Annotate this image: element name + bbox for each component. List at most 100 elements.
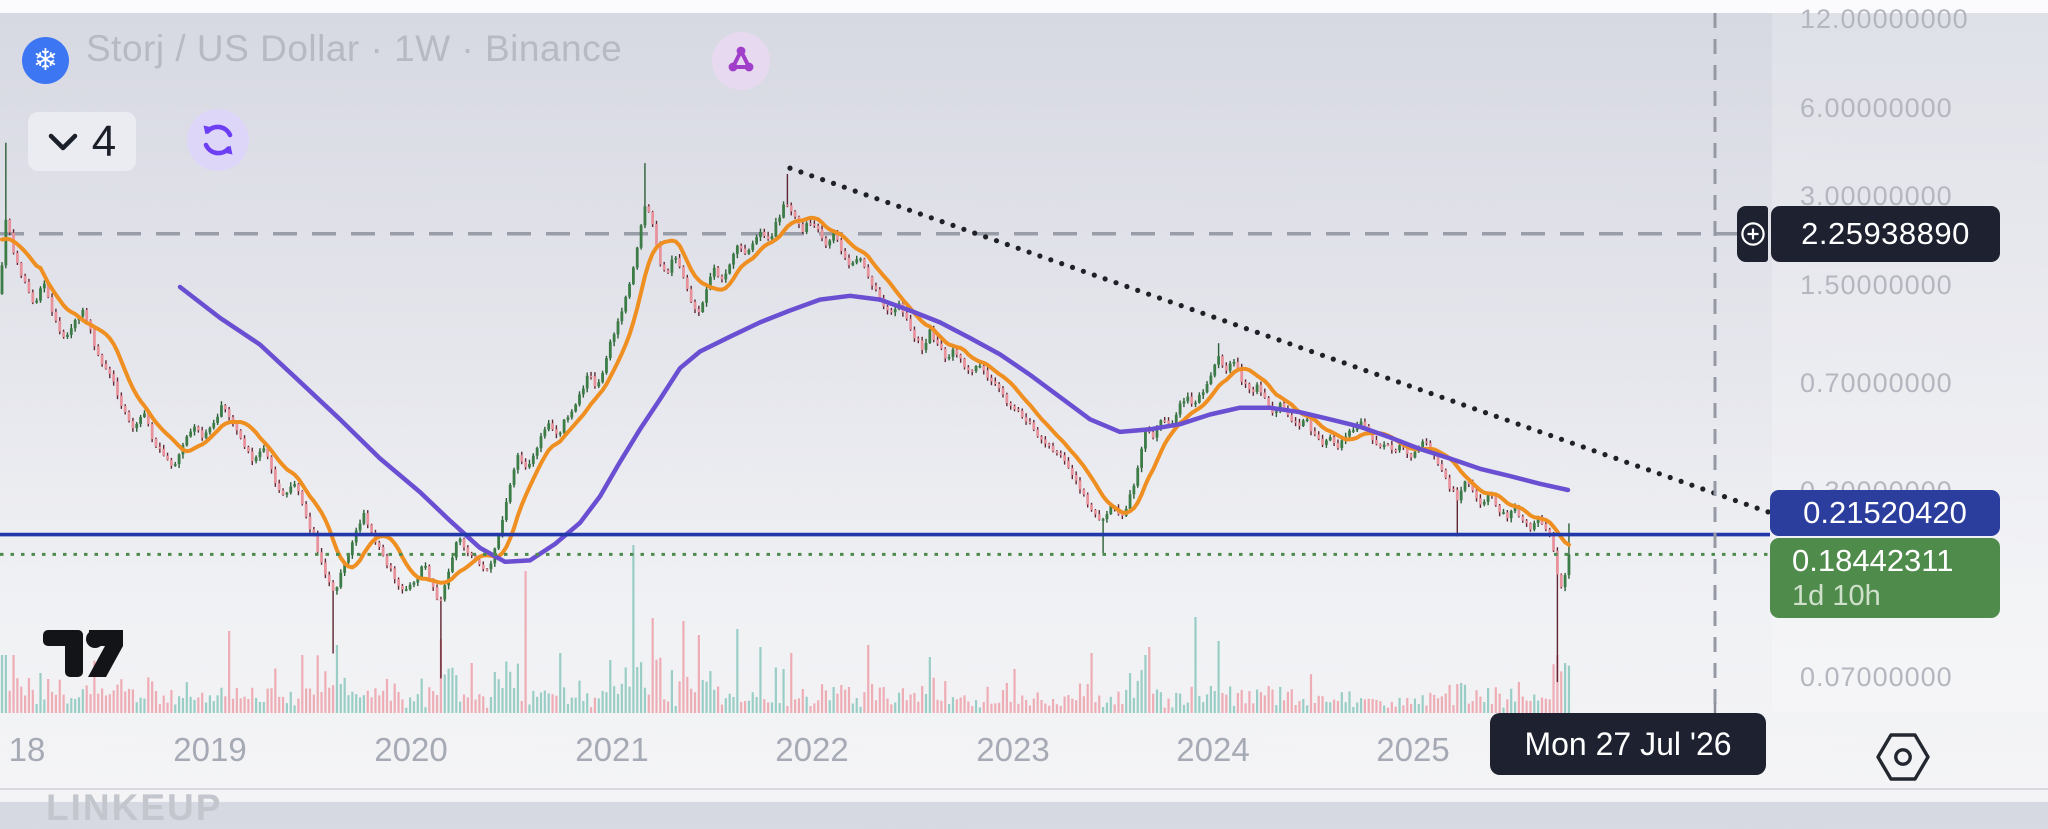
volume-bar bbox=[39, 673, 42, 713]
settings-button[interactable] bbox=[1872, 726, 1934, 788]
volume-bar bbox=[1402, 705, 1405, 713]
volume-bar bbox=[455, 675, 458, 713]
volume-bar bbox=[678, 681, 681, 713]
volume-bar bbox=[124, 691, 127, 713]
trendline[interactable] bbox=[787, 165, 1771, 515]
candle-body bbox=[401, 585, 404, 590]
candle-body bbox=[1051, 445, 1055, 452]
candle-body bbox=[805, 223, 809, 232]
price-axis-label: 0.07000000 bbox=[1800, 662, 1953, 692]
volume-bar bbox=[1348, 691, 1351, 713]
volume-bar bbox=[201, 692, 204, 713]
volume-bar bbox=[528, 704, 531, 713]
volume-bar bbox=[1259, 692, 1263, 713]
volume-bar bbox=[47, 679, 50, 713]
symbol-title[interactable]: Storj / US Dollar · 1W · Binance bbox=[86, 28, 623, 69]
volume-bar bbox=[1410, 703, 1413, 713]
volume-bar bbox=[27, 678, 31, 713]
share-button[interactable] bbox=[712, 32, 770, 90]
volume-bar bbox=[1544, 698, 1547, 713]
volume-bar bbox=[355, 694, 358, 713]
volume-bar bbox=[459, 701, 462, 713]
trendline-dot bbox=[1243, 326, 1249, 332]
drawings-dropdown[interactable]: 4 bbox=[28, 112, 136, 171]
volume-bar bbox=[1448, 684, 1451, 713]
trendline-dot bbox=[1537, 429, 1543, 435]
volume-bar bbox=[1159, 692, 1162, 713]
candle-body bbox=[1290, 414, 1294, 422]
volume-bar bbox=[412, 701, 416, 713]
candle-body bbox=[331, 582, 335, 591]
candle-body bbox=[978, 365, 982, 368]
candle-body bbox=[986, 370, 989, 378]
volume-bar bbox=[351, 691, 354, 713]
candle-body bbox=[1382, 444, 1386, 447]
candle-body bbox=[308, 516, 312, 530]
candle-body bbox=[801, 224, 805, 232]
candle-body bbox=[1448, 477, 1451, 489]
candle-body bbox=[1213, 364, 1217, 376]
volume-bar bbox=[709, 671, 712, 713]
alert-plus-button[interactable] bbox=[1737, 206, 1768, 262]
price-chart[interactable] bbox=[0, 0, 2048, 802]
volume-bar bbox=[1329, 702, 1332, 713]
volume-bar bbox=[1537, 700, 1540, 713]
candle-body bbox=[697, 309, 701, 312]
candle-body bbox=[1505, 512, 1509, 519]
refresh-button[interactable] bbox=[187, 109, 249, 171]
volume-bar bbox=[986, 686, 989, 713]
candle-body bbox=[920, 340, 924, 350]
candle-body bbox=[1240, 368, 1244, 382]
volume-bar bbox=[1344, 702, 1347, 713]
volume-bar bbox=[1136, 680, 1139, 713]
candle-body bbox=[470, 552, 474, 556]
candle-body bbox=[146, 413, 150, 424]
candle-body bbox=[312, 529, 316, 535]
volume-bar bbox=[559, 653, 562, 713]
volume-bar bbox=[1240, 689, 1243, 713]
fast-ma-line bbox=[0, 215, 1571, 585]
trendline-dot bbox=[1135, 287, 1141, 293]
volume-bar bbox=[951, 697, 955, 713]
volume-bar bbox=[659, 657, 662, 713]
candle-body bbox=[824, 238, 828, 246]
volume-bar bbox=[216, 695, 219, 713]
volume-bar bbox=[759, 647, 762, 713]
volume-bar bbox=[493, 672, 496, 713]
volume-bar bbox=[54, 694, 57, 713]
volume-bar bbox=[536, 696, 539, 713]
candle-body bbox=[250, 451, 254, 461]
trendline-dot bbox=[1482, 410, 1489, 416]
volume-bar bbox=[959, 697, 962, 713]
volume-bar bbox=[1067, 695, 1070, 713]
candle-body bbox=[1440, 464, 1444, 470]
volume-bar bbox=[228, 631, 231, 713]
volume-bar bbox=[944, 681, 947, 713]
trendline-dot bbox=[1156, 295, 1163, 301]
candle-body bbox=[170, 459, 173, 466]
volume-bar bbox=[728, 693, 731, 713]
volume-bar bbox=[551, 694, 554, 713]
volume-bar bbox=[1175, 692, 1178, 713]
volume-bar bbox=[570, 697, 573, 713]
volume-bar bbox=[1105, 702, 1109, 713]
candle-body bbox=[520, 455, 524, 462]
volume-bar bbox=[613, 686, 616, 713]
candle-body bbox=[316, 534, 320, 553]
trendline-dot bbox=[1189, 306, 1195, 313]
candle-body bbox=[1167, 420, 1170, 424]
candle-body bbox=[185, 436, 189, 446]
candle-body bbox=[216, 416, 219, 423]
candle-body bbox=[1378, 444, 1382, 447]
candle-body bbox=[1479, 498, 1482, 505]
volume-bar bbox=[1487, 688, 1490, 713]
plus-circle-icon bbox=[1740, 222, 1765, 246]
candle-body bbox=[682, 266, 685, 278]
tradingview-logo[interactable] bbox=[43, 628, 123, 688]
candle-body bbox=[701, 302, 705, 312]
candle-body bbox=[936, 339, 939, 344]
candle-body bbox=[1063, 455, 1066, 461]
candle-body bbox=[1024, 417, 1028, 422]
fast-ma-path bbox=[0, 215, 1571, 585]
trendline-dot bbox=[1276, 337, 1282, 343]
